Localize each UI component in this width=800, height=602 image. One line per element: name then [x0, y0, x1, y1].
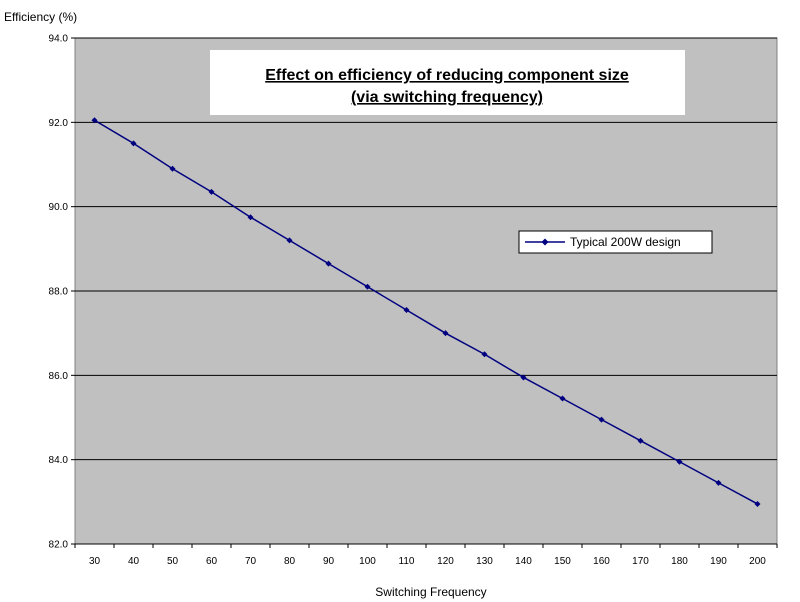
legend-marker-swatch: [541, 238, 549, 246]
data-point: [130, 140, 137, 147]
x-tick-label: 90: [323, 556, 335, 567]
data-point: [208, 188, 215, 195]
gridlines: [75, 37, 777, 461]
y-tick-label: 86.0: [49, 371, 69, 382]
title-box: [210, 50, 685, 115]
x-tick-label: 190: [710, 556, 727, 567]
x-tick-label: 130: [476, 556, 493, 567]
x-tick-label: 170: [632, 556, 649, 567]
y-tick-label: 92.0: [49, 118, 69, 129]
x-tick-label: 120: [437, 556, 454, 567]
data-point: [286, 237, 293, 244]
x-tick-label: 140: [515, 556, 532, 567]
x-tick-label: 150: [554, 556, 571, 567]
data-point: [442, 330, 449, 337]
y-tick-label: 82.0: [49, 540, 69, 551]
title-line-2: (via switching frequency): [351, 89, 543, 106]
data-point: [325, 260, 332, 267]
series-line: [94, 119, 758, 505]
x-tick-label: 160: [593, 556, 610, 567]
y-tick-label: 88.0: [49, 287, 69, 298]
legend-entry-label: Typical 200W design: [570, 235, 681, 249]
title-line-1: Effect on efficiency of reducing compone…: [265, 67, 629, 84]
data-point: [676, 458, 683, 465]
x-axis-title: Switching Frequency: [375, 585, 486, 599]
x-tick-label: 30: [89, 556, 101, 567]
series-layer: [91, 117, 761, 507]
data-point: [364, 283, 371, 290]
y-tick-label: 84.0: [49, 455, 69, 466]
x-tick-label: 100: [359, 556, 376, 567]
x-tick-label: 40: [128, 556, 140, 567]
data-point: [247, 214, 254, 221]
data-point: [715, 479, 722, 486]
chart-title: Effect on efficiency of reducing compone…: [210, 50, 685, 115]
data-point: [91, 117, 98, 124]
x-tick-label: 70: [245, 556, 257, 567]
x-tick-label: 50: [167, 556, 179, 567]
data-point: [637, 437, 644, 444]
data-point: [754, 500, 761, 507]
y-axis-ticks: 82.0 84.0 86.0 88.0 90.0 92.0 94.0: [49, 34, 75, 551]
y-tick-label: 90.0: [49, 202, 69, 213]
x-tick-label: 60: [206, 556, 218, 567]
legend: Typical 200W design: [518, 230, 713, 254]
x-axis-ticks: 30 40 50 60 70 80 90 100 110 120 130 140 150 160 170 18…: [74, 543, 778, 567]
data-point: [169, 165, 176, 172]
x-tick-label: 180: [671, 556, 688, 567]
data-point: [559, 395, 566, 402]
y-axis-title: Efficiency (%): [4, 10, 77, 24]
data-point: [520, 374, 527, 381]
x-tick-label: 80: [284, 556, 296, 567]
data-point: [598, 416, 605, 423]
legend-box: [518, 230, 713, 254]
y-tick-label: 94.0: [49, 34, 69, 45]
data-point: [403, 306, 410, 313]
x-tick-label: 200: [749, 556, 766, 567]
data-point: [481, 351, 488, 358]
x-tick-label: 110: [399, 556, 415, 567]
